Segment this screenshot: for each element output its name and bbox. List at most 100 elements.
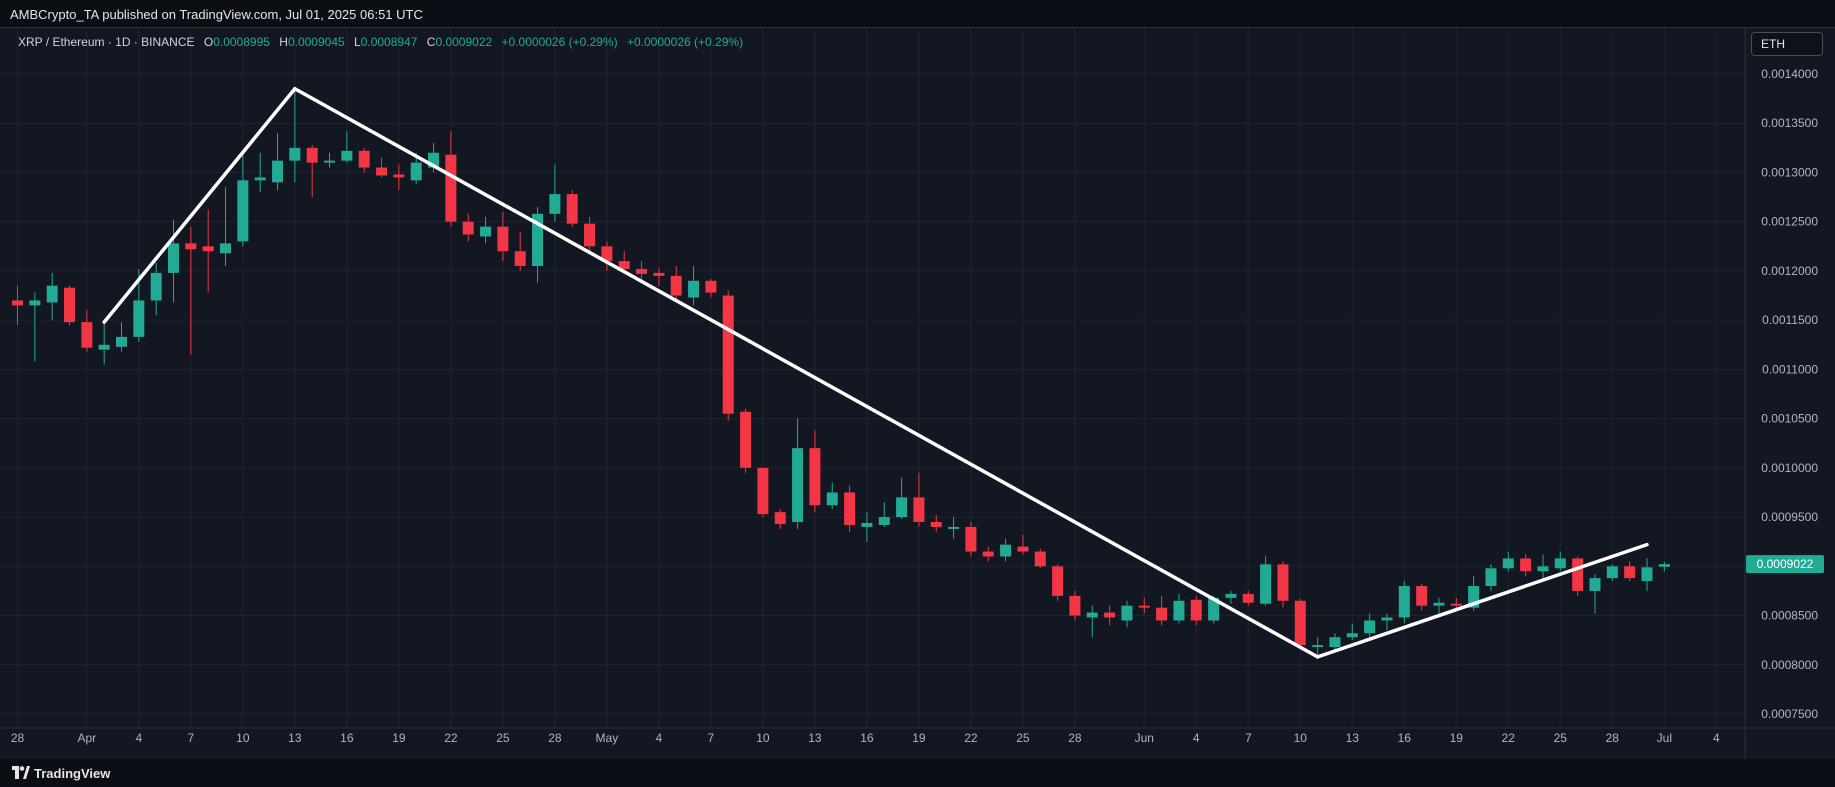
candle (913, 472, 925, 527)
candle (896, 477, 908, 520)
x-tick-label: 25 (496, 731, 510, 745)
x-tick-label: 28 (1068, 731, 1082, 745)
y-tick-label: 0.0008500 (1761, 609, 1818, 623)
candle (1312, 637, 1324, 655)
candle-body (549, 194, 561, 214)
candle-body (12, 300, 23, 306)
symbol-label[interactable]: XRP / Ethereum · 1D · BINANCE (18, 35, 195, 49)
x-tick-label: 25 (1554, 731, 1568, 745)
candle (722, 290, 734, 421)
x-tick-label: 7 (188, 731, 195, 745)
candle (1104, 605, 1116, 626)
candle-body (64, 287, 76, 323)
x-tick-label: 28 (548, 731, 562, 745)
candle (324, 152, 336, 168)
candle (1346, 623, 1358, 641)
candle (688, 266, 700, 306)
candle (514, 231, 526, 271)
candle (965, 522, 977, 557)
candle-body (81, 322, 93, 348)
trendline (102, 87, 297, 324)
x-tick-label: 28 (1606, 731, 1620, 745)
close-value: 0.0009022 (435, 35, 493, 49)
ohlc-legend: XRP / Ethereum · 1D · BINANCE O0.0008995… (18, 35, 743, 49)
candle (393, 164, 405, 191)
candle-body (168, 243, 180, 273)
candle-body (29, 300, 41, 306)
candle (272, 133, 284, 191)
candle-body (1485, 568, 1497, 586)
candle-body (220, 243, 232, 254)
candle (1052, 564, 1064, 601)
candle-body (1242, 593, 1254, 603)
x-tick-label: 13 (808, 731, 822, 745)
candle-body (1156, 607, 1168, 621)
low-label: L (354, 35, 361, 49)
x-axis: 28 Apr 4 7 10 13 16 19 22 25 28 May 4 7 10 13 16 19 22 25 28… (0, 727, 1835, 745)
candle (1260, 556, 1272, 606)
x-tick-label: 7 (708, 731, 715, 745)
candle-body (1312, 645, 1324, 648)
y-tick-label: 0.0012500 (1761, 215, 1818, 229)
candle (1173, 593, 1185, 624)
candle (584, 216, 596, 252)
candle (826, 482, 838, 510)
candle-body (116, 336, 128, 347)
candle (948, 517, 960, 539)
candle-body (740, 411, 752, 468)
candle-body (1381, 617, 1393, 621)
high-label: H (279, 35, 288, 49)
candle (792, 418, 804, 529)
candle (445, 131, 457, 227)
y-tick-label: 0.0008000 (1761, 658, 1818, 672)
trendlines (102, 87, 1649, 659)
candle (237, 154, 249, 247)
candle (12, 285, 23, 326)
candle-body (826, 492, 838, 506)
candle-body (376, 167, 388, 176)
candle-body (1104, 612, 1116, 618)
candle-body (445, 154, 457, 222)
chart-grid (0, 28, 1745, 728)
candle-body (202, 246, 214, 252)
candle (601, 241, 613, 271)
candle-body (1624, 566, 1636, 579)
candle (1242, 590, 1254, 606)
candle (1017, 534, 1029, 555)
candle-body (1069, 595, 1081, 616)
candle-body (289, 147, 301, 161)
candle-body (1173, 600, 1185, 621)
y-tick-label: 0.0009500 (1761, 510, 1818, 524)
y-tick-label: 0.0010000 (1761, 461, 1818, 475)
candle-body (1572, 558, 1584, 591)
candle-body (133, 300, 145, 337)
candle (64, 285, 76, 326)
candle-body (861, 522, 873, 527)
candles (12, 88, 1670, 655)
candle (757, 467, 769, 518)
candle (1138, 597, 1150, 614)
candle (1225, 590, 1237, 604)
candle-body (272, 160, 284, 183)
candle-body (1433, 602, 1445, 606)
candle-body (1364, 620, 1376, 634)
candle (1086, 605, 1098, 638)
y-tick-label: 0.0014000 (1761, 67, 1818, 81)
candle (1502, 551, 1514, 572)
candle-body (1520, 558, 1532, 572)
candle (740, 408, 752, 473)
x-tick-label: 16 (860, 731, 874, 745)
open-label: O (203, 35, 214, 49)
currency-button[interactable]: ETH (1751, 32, 1823, 56)
y-tick-label: 0.0007500 (1761, 707, 1818, 721)
candle-body (601, 246, 613, 262)
x-tick-label: 28 (11, 731, 25, 745)
x-tick-label: 10 (236, 731, 250, 745)
candle-body (670, 275, 682, 296)
candle (618, 251, 630, 273)
x-tick-label: Jul (1657, 731, 1672, 745)
candle (549, 164, 561, 222)
candle (982, 546, 994, 562)
candle-body (98, 344, 110, 350)
